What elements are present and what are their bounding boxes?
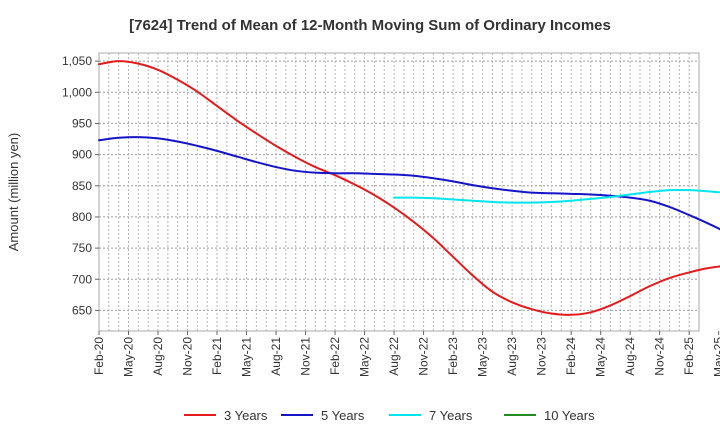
- legend-label-5-years: 5 Years: [321, 408, 365, 423]
- y-tick-label: 750: [72, 241, 92, 255]
- x-tick-label: Feb-21: [210, 337, 224, 375]
- x-tick-label: May-21: [240, 337, 254, 377]
- x-tick-label: May-22: [358, 337, 372, 377]
- x-tick-label: Feb-24: [564, 337, 578, 375]
- x-tick-label: Feb-25: [682, 337, 696, 375]
- x-tick-label: Nov-24: [653, 337, 667, 376]
- x-tick-label: Aug-22: [387, 337, 401, 376]
- x-tick-label: Nov-22: [417, 337, 431, 376]
- x-tick-label: Aug-20: [151, 337, 165, 376]
- series-line-7-years: [393, 188, 720, 204]
- y-axis-ticks: 650 700 750 800 850 900 950 1,000 1,050: [62, 54, 99, 317]
- y-tick-label: 1,050: [62, 54, 92, 68]
- series-layer: [98, 60, 720, 316]
- x-tick-label: Feb-22: [328, 337, 342, 375]
- x-tick-label: May-25: [712, 337, 720, 377]
- x-tick-label: Feb-23: [446, 337, 460, 375]
- y-tick-label: 1,000: [62, 85, 92, 99]
- legend-label-3-years: 3 Years: [224, 408, 268, 423]
- x-tick-label: Nov-21: [299, 337, 313, 376]
- legend: 3 Years 5 Years 7 Years 10 Years: [184, 408, 595, 423]
- y-tick-label: 800: [72, 210, 92, 224]
- legend-label-7-years: 7 Years: [429, 408, 473, 423]
- y-axis-label: Amount (million yen): [6, 133, 21, 252]
- y-tick-label: 900: [72, 148, 92, 162]
- x-tick-label: Nov-20: [181, 337, 195, 376]
- x-tick-label: Feb-20: [92, 337, 106, 375]
- plot-area: [98, 52, 700, 332]
- x-tick-label: Aug-24: [623, 337, 637, 376]
- x-tick-label: Aug-21: [269, 337, 283, 376]
- grid-lines: [99, 53, 699, 331]
- x-tick-label: Nov-23: [535, 337, 549, 376]
- x-tick-label: May-20: [122, 337, 136, 377]
- series-line-3-years: [98, 60, 720, 316]
- x-axis-ticks: Feb-20 May-20 Aug-20 Nov-20 Feb-21 May-21 Aug-…: [92, 331, 720, 377]
- x-tick-label: May-24: [594, 337, 608, 377]
- x-tick-label: May-23: [476, 337, 490, 377]
- y-tick-label: 700: [72, 272, 92, 286]
- y-tick-label: 850: [72, 179, 92, 193]
- legend-label-10-years: 10 Years: [544, 408, 595, 423]
- chart-title: [7624] Trend of Mean of 12-Month Moving …: [129, 17, 611, 34]
- x-tick-label: Aug-23: [505, 337, 519, 376]
- y-tick-label: 650: [72, 303, 92, 317]
- y-tick-label: 950: [72, 116, 92, 130]
- series-line-5-years: [98, 136, 720, 231]
